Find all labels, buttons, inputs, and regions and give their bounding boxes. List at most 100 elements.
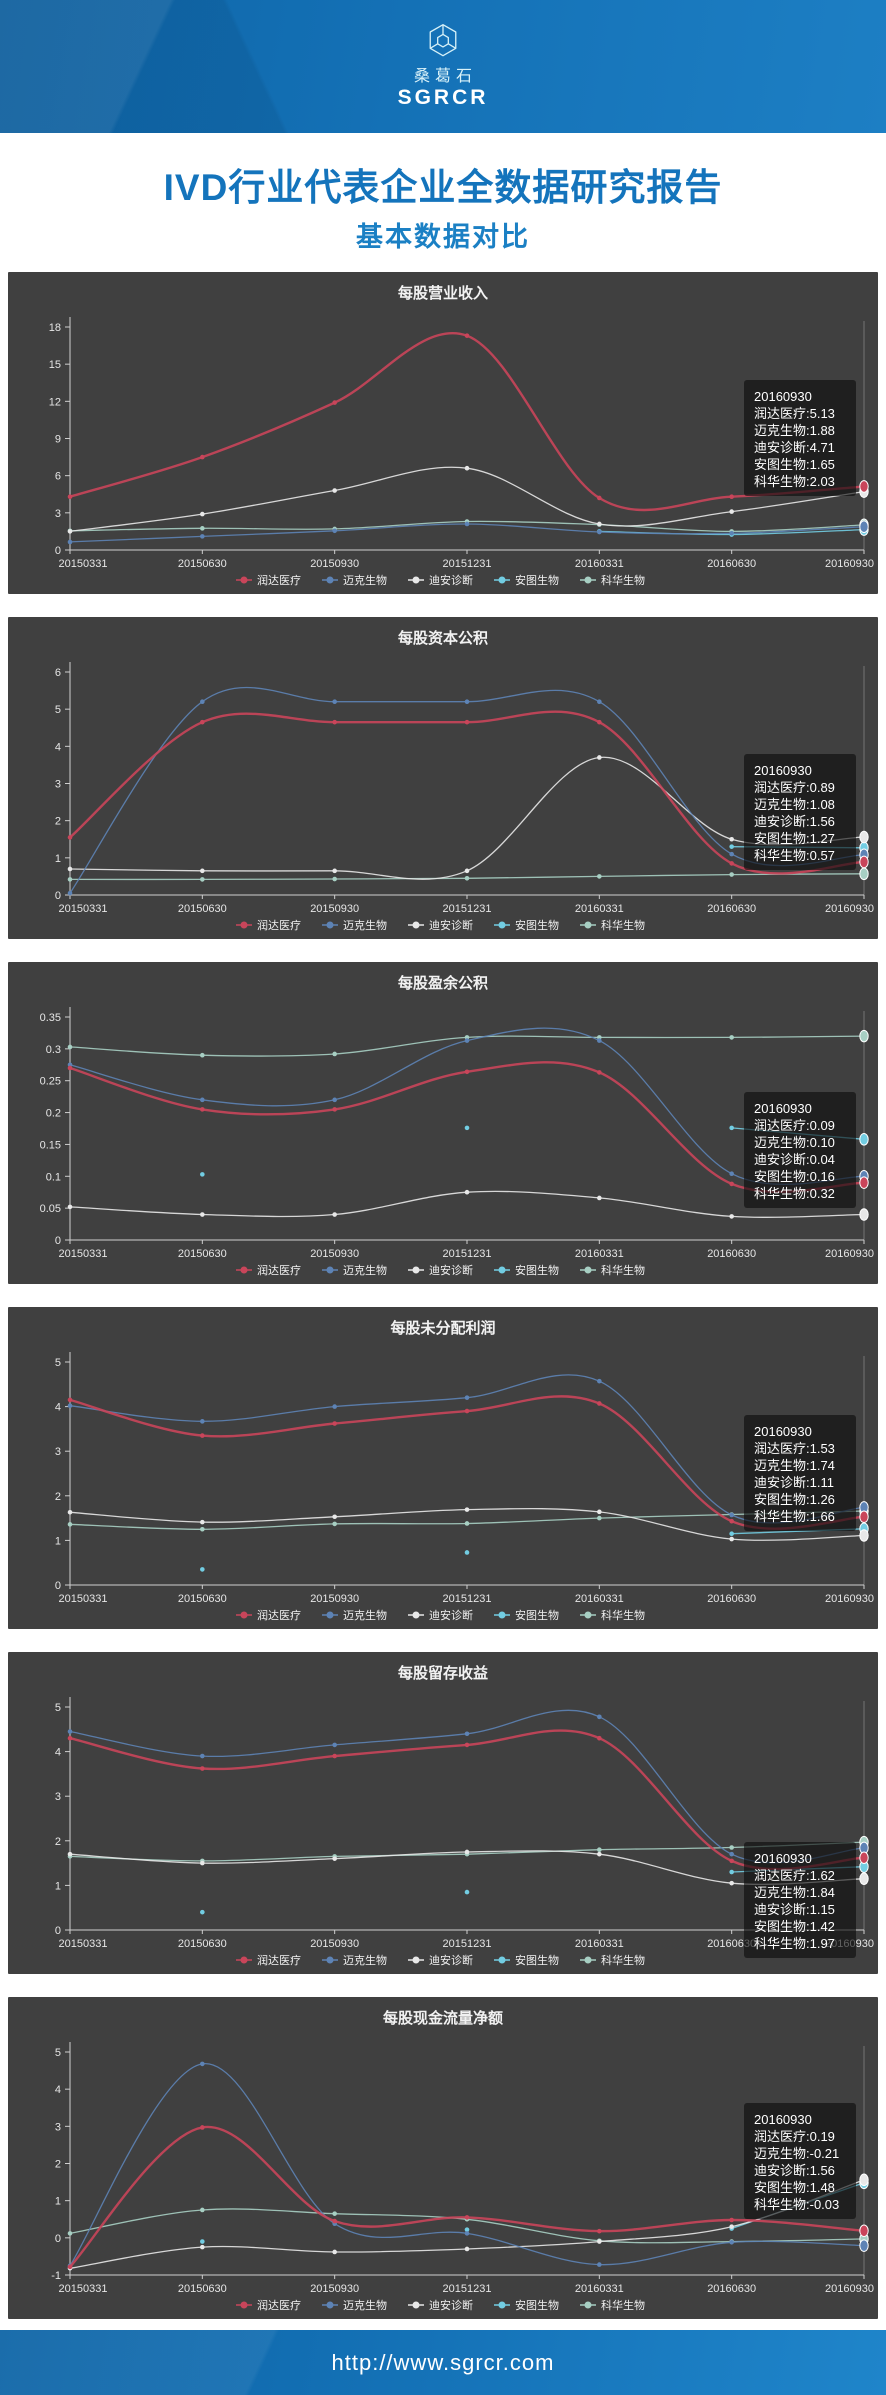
chart-title: 每股未分配利润	[390, 1319, 495, 1337]
y-tick-label: 6	[55, 667, 61, 679]
chart-tooltip: 20160930 润达医疗:5.13 迈克生物:1.88 迪安诊断:4.71 安图生物:…	[744, 380, 856, 496]
data-point	[200, 1052, 205, 1058]
data-point	[200, 2061, 205, 2067]
data-point	[200, 511, 205, 517]
legend-label: 润达医疗	[257, 1263, 301, 1277]
y-tick-label: 6	[55, 471, 61, 483]
x-tick-label: 20150331	[59, 558, 108, 570]
series-润达医疗	[67, 2125, 869, 2270]
x-tick-label: 20151231	[443, 1938, 492, 1950]
series-迈克生物	[67, 520, 869, 545]
legend-item: 润达医疗	[236, 918, 301, 932]
x-tick-label: 20150630	[178, 1248, 227, 1260]
x-tick-label: 20160630	[707, 1248, 756, 1260]
series-line	[69, 2063, 865, 2267]
data-point	[464, 868, 470, 874]
data-point	[464, 333, 470, 338]
data-point	[729, 861, 734, 866]
footer-url[interactable]: http://www.sgrcr.com	[331, 2349, 555, 2375]
data-point-last	[859, 855, 869, 869]
legend-item: 迪安诊断	[408, 573, 473, 587]
data-point	[200, 534, 205, 539]
y-tick-label: 5	[55, 1357, 61, 1369]
y-tick-label: 4	[55, 1402, 61, 1414]
data-point	[729, 1531, 734, 1537]
data-point-last	[859, 1208, 869, 1221]
data-point	[729, 1858, 734, 1864]
legend-label: 科华生物	[601, 573, 645, 587]
data-point	[464, 1069, 470, 1075]
data-point	[597, 1401, 602, 1406]
data-point	[729, 530, 734, 536]
data-point	[200, 454, 205, 460]
data-point	[597, 1735, 602, 1741]
tooltip-value: 迈克生物:1.88	[754, 423, 835, 438]
y-tick-label: 0.1	[46, 1171, 61, 1183]
series-迈克生物	[67, 686, 869, 896]
legend-item: 迈克生物	[322, 2298, 387, 2312]
data-point	[729, 851, 734, 857]
chart-legend: 润达医疗 迈克生物 迪安诊断 安图生物 科华生物	[236, 2298, 645, 2312]
data-point	[332, 2249, 337, 2255]
x-tick-label: 20160630	[707, 903, 756, 915]
tooltip-date: 20160930	[754, 1851, 812, 1866]
data-point	[332, 1212, 337, 1217]
data-point-last	[859, 1851, 869, 1865]
x-tick-label: 20150630	[178, 1938, 227, 1950]
tooltip-value: 润达医疗:5.13	[754, 406, 835, 421]
logo-text-en: SGRCR	[397, 85, 489, 109]
data-point	[464, 1521, 470, 1526]
chart-tooltip: 20160930 润达医疗:0.09 迈克生物:0.10 迪安诊断:0.04 安图生物:…	[744, 1092, 856, 1208]
data-point	[464, 465, 470, 471]
series-科华生物	[67, 518, 869, 534]
data-point	[200, 2207, 205, 2213]
legend-marker	[412, 1611, 420, 1619]
y-tick-label: 0	[55, 890, 61, 902]
data-point	[332, 2218, 337, 2224]
legend-label: 科华生物	[601, 918, 645, 932]
x-tick-label: 20160630	[707, 2283, 756, 2295]
data-point	[67, 1044, 73, 1050]
data-point	[729, 1035, 734, 1040]
legend-item: 润达医疗	[236, 1263, 301, 1277]
y-tick-label: 1	[55, 853, 61, 865]
x-tick-label: 20151231	[443, 1593, 492, 1605]
data-point	[729, 1536, 734, 1542]
tooltip-date: 20160930	[754, 1424, 812, 1439]
y-tick-label: 1	[55, 2196, 61, 2208]
legend-marker	[326, 1266, 334, 1274]
data-point	[332, 488, 337, 493]
legend-marker	[326, 1956, 334, 1964]
legend-label: 安图生物	[515, 573, 559, 587]
tooltip-value: 润达医疗:0.89	[754, 780, 835, 795]
chart-panel-retained-earnings-per-share: 每股留存收益 0 1 2 3 4 5 20150331 20150630 20150930 2015…	[8, 1652, 878, 1974]
tooltip-value: 安图生物:1.27	[754, 831, 835, 846]
legend-label: 润达医疗	[257, 573, 301, 587]
data-point	[597, 1038, 602, 1043]
charts-container: 每股营业收入 0 3 6 9 12 15 18 20150331 20150630 20150930…	[0, 272, 886, 2319]
data-point	[464, 1550, 470, 1555]
data-point	[464, 1035, 470, 1040]
data-point	[597, 529, 602, 535]
tooltip-value: 科华生物:1.97	[754, 1936, 835, 1951]
data-point-last	[859, 1176, 869, 1189]
y-tick-label: -1	[51, 2270, 61, 2282]
data-point	[464, 1189, 470, 1195]
x-tick-label: 20151231	[443, 903, 492, 915]
data-point	[67, 2264, 73, 2270]
y-tick-label: 0	[55, 1580, 61, 1592]
data-point	[67, 1735, 73, 1741]
chart-canvas: 每股营业收入 0 3 6 9 12 15 18 20150331 20150630 20150930…	[49, 284, 874, 587]
data-point	[464, 1038, 470, 1043]
series-迪安诊断	[67, 755, 869, 880]
legend-marker	[412, 576, 420, 584]
y-tick-label: 2	[55, 1836, 61, 1848]
data-point	[67, 1204, 73, 1210]
chart-panel-net-cash-flow-per-share: 每股现金流量净额 -1 0 1 2 3 4 5 20150331 20150630 20150930…	[8, 1997, 878, 2319]
tooltip-value: 安图生物:1.65	[754, 457, 835, 472]
x-tick-label: 20160930	[825, 2283, 874, 2295]
x-tick-label: 20150331	[59, 1248, 108, 1260]
y-axis: 0 1 2 3 4 5	[55, 1697, 71, 1937]
